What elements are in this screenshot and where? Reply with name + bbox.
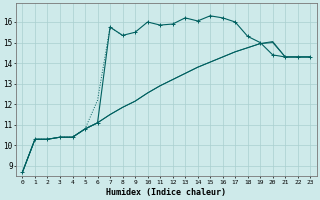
X-axis label: Humidex (Indice chaleur): Humidex (Indice chaleur) bbox=[106, 188, 226, 197]
